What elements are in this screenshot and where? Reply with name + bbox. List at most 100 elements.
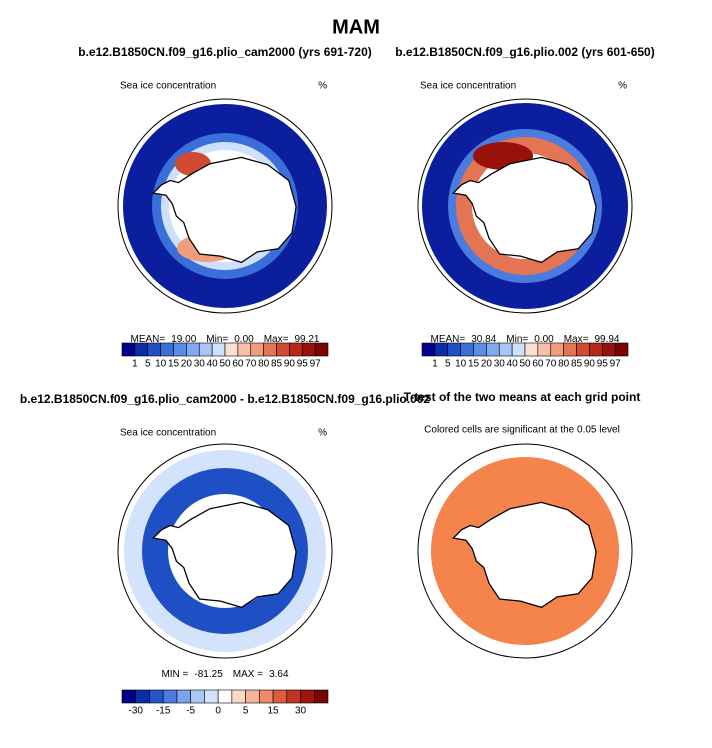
colorbar-label: -15 [156,706,171,717]
colorbar-box [289,342,303,357]
colorbar-box [276,342,290,357]
stat-value: 19.00 [171,334,196,345]
colorbar-box [614,342,629,357]
colorbar-box [576,342,590,357]
colorbar-box [460,342,474,357]
colorbar-label: 97 [310,359,322,370]
stat-value: 99.94 [594,334,619,345]
colorbar-label: 10 [455,359,467,370]
colorbar-label: 80 [558,359,570,370]
colorbar-box [486,342,500,357]
colorbar-box [121,689,137,704]
colorbar-box [231,689,246,704]
colorbar-box [211,342,226,357]
colorbar-box [259,689,274,704]
stats: MEAN= 19.00 Min= 0.00 Max= 99.21 [131,334,320,345]
units-label: % [318,428,327,439]
colorbar-label: 90 [284,359,296,370]
main-title: MAM [332,16,380,38]
colorbar-box [524,342,539,357]
stat-value: 0.00 [234,334,254,345]
colorbar-box [272,689,288,704]
colorbar-label: 50 [219,359,231,370]
colorbar-label: 5 [243,706,249,717]
colorbar-label: 15 [268,706,280,717]
colorbar-box [563,342,577,357]
panel-label: Sea ice concentration [120,81,216,92]
colorbar-label: 30 [494,359,506,370]
stat-label: Max= [564,334,589,345]
colorbar-label: 97 [610,359,622,370]
stat-label: MIN = [161,669,188,680]
colorbar-box [250,342,264,357]
colorbar-box [173,342,187,357]
colorbar-box [149,689,164,704]
colorbar-box [511,342,526,357]
colorbar-box [162,689,178,704]
colorbar-label: 60 [532,359,544,370]
colorbar-box [286,689,301,704]
colorbar-box [190,689,205,704]
map [417,98,633,314]
colorbar-label: 5 [445,359,451,370]
colorbar-label: 85 [571,359,583,370]
stat-value: 99.21 [294,334,319,345]
colorbar-box [537,342,552,357]
panel-label: Colored cells are significant at the 0.0… [424,425,620,436]
stat-label: Min= [206,334,228,345]
colorbar-box [300,689,315,704]
stat-value: 3.64 [269,669,289,680]
panel-title: b.e12.B1850CN.f09_g16.plio_cam2000 (yrs … [78,45,372,59]
colorbar-label: 20 [481,359,493,370]
colorbar-label: 1 [432,359,438,370]
colorbar-box [204,689,219,704]
colorbar-box [121,342,136,357]
colorbar-box [134,342,149,357]
stat-label: Max= [264,334,289,345]
panel-title: b.e12.B1850CN.f09_g16.plio_cam2000 - b.e… [20,392,431,406]
colorbar-box [550,342,564,357]
colorbar-label: 70 [545,359,557,370]
colorbar-box [589,342,603,357]
colorbar-label: 60 [232,359,244,370]
colorbar-box [314,342,329,357]
stat-label: MEAN= [131,334,166,345]
colorbar-box [176,689,191,704]
colorbar-box [498,342,513,357]
colorbar-box [147,342,161,357]
colorbar-label: 1 [132,359,138,370]
colorbar-label: 0 [215,706,221,717]
panel-title: b.e12.B1850CN.f09_g16.plio.002 (yrs 601-… [395,45,654,59]
colorbar-box [217,689,233,704]
colorbar-label: 5 [145,359,151,370]
colorbar-label: 70 [245,359,257,370]
stat-label: Min= [506,334,528,345]
colorbar-label: 30 [194,359,206,370]
colorbar-box [447,342,461,357]
colorbar-label: 90 [584,359,596,370]
colorbar-label: 40 [207,359,219,370]
colorbar-label: 15 [468,359,480,370]
panel-title: T-test of the two means at each grid poi… [404,390,641,404]
colorbar-label: 20 [181,359,193,370]
colorbar-box [198,342,213,357]
colorbar-label: 95 [597,359,609,370]
stat-value: 0.00 [534,334,554,345]
stat-value: -81.25 [194,669,223,680]
colorbar-box [237,342,252,357]
units-label: % [618,81,627,92]
colorbar-box [160,342,174,357]
colorbar-box [224,342,239,357]
colorbar-box [245,689,260,704]
colorbar-box [601,342,616,357]
panel-label: Sea ice concentration [120,428,216,439]
colorbar-box [135,689,150,704]
colorbar-label: 95 [297,359,309,370]
stat-value: 30.84 [471,334,496,345]
stats: MEAN= 30.84 Min= 0.00 Max= 99.94 [431,334,620,345]
colorbar-box [186,342,200,357]
units-label: % [318,81,327,92]
colorbar-label: 30 [295,706,307,717]
map [117,98,333,314]
